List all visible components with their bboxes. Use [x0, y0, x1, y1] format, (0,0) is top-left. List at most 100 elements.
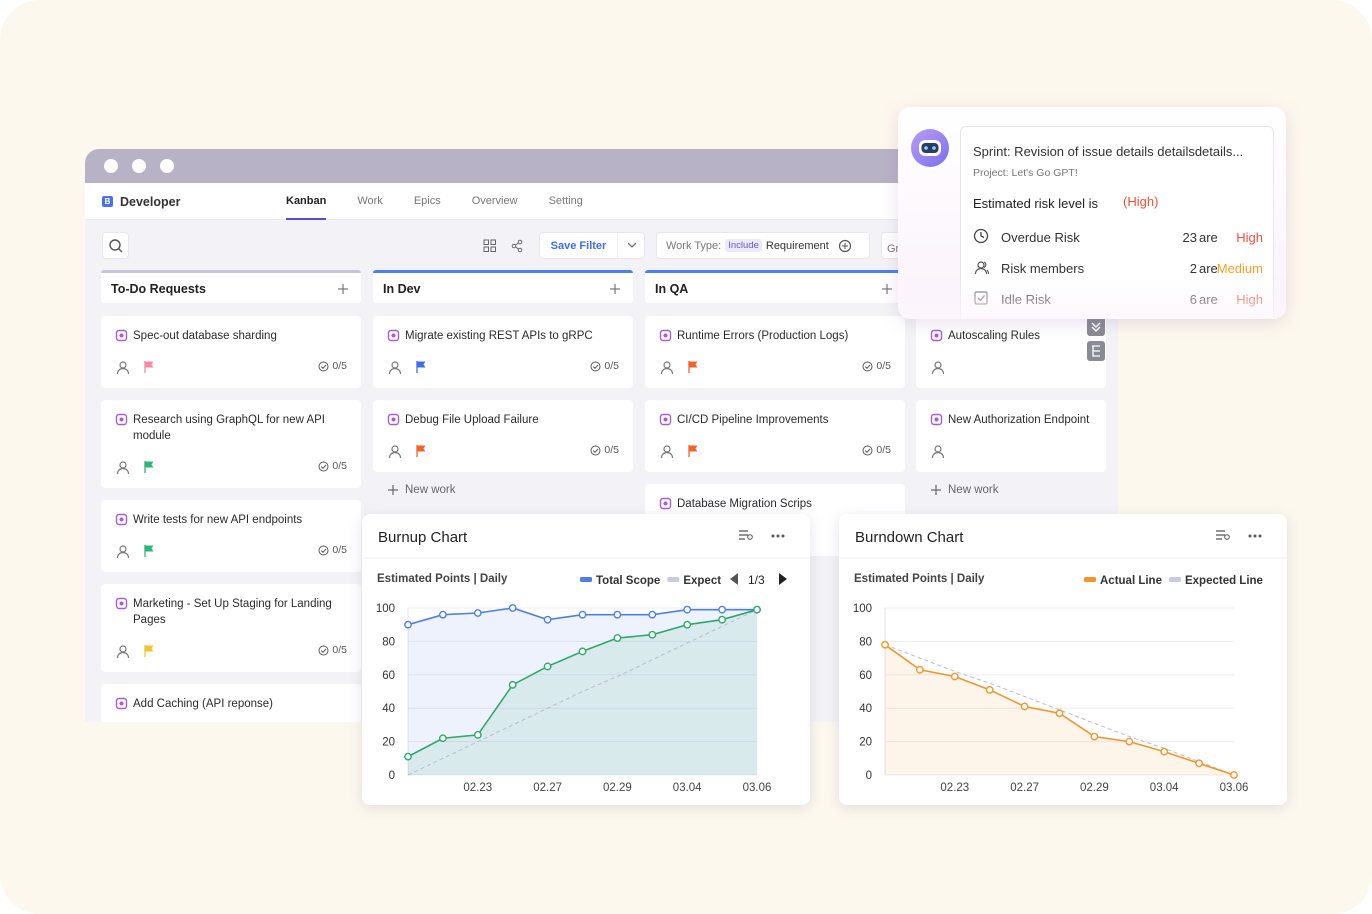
progress-count: 0/5: [332, 544, 347, 556]
card-type-icon: [930, 329, 943, 342]
legend-swatch: [1084, 577, 1096, 582]
data-point: [1125, 737, 1134, 746]
assignee-icon: [931, 445, 945, 459]
ai-assistant-popup: Sprint: Revision of issue details detail…: [898, 107, 1286, 319]
priority-flag: [144, 545, 154, 557]
work-card[interactable]: CI/CD Pipeline Improvements 0/5: [645, 400, 905, 472]
side-tools[interactable]: [1086, 316, 1106, 362]
data-point: [473, 731, 482, 739]
tab[interactable]: Epics: [413, 195, 441, 207]
card-footer: [930, 442, 1092, 460]
risk-name: Overdue Risk: [1001, 230, 1080, 245]
progress: 0/5: [590, 444, 619, 456]
progress: 0/5: [318, 460, 347, 472]
tab[interactable]: Overview: [471, 195, 518, 207]
card-type-icon: [387, 329, 400, 342]
work-card[interactable]: Spec-out database sharding 0/5: [101, 316, 361, 388]
chart-title: Burnup Chart: [378, 529, 468, 546]
work-card[interactable]: Migrate existing REST APIs to gRPC 0/5: [373, 316, 633, 388]
work-card[interactable]: Write tests for new API endpoints 0/5: [101, 500, 361, 572]
check-icon: [318, 461, 329, 471]
card-footer: 0/5: [115, 542, 347, 560]
x-tick-label: 03.06: [743, 782, 772, 794]
work-card[interactable]: Marketing - Set Up Staging for Landing P…: [101, 584, 361, 672]
progress-count: 0/5: [332, 460, 347, 472]
y-tick-label: 0: [389, 770, 395, 782]
work-card[interactable]: Debug File Upload Failure 0/5: [373, 400, 633, 472]
add-card-button: [338, 284, 348, 294]
filter-chip[interactable]: Work Type: Include Requirement: [656, 232, 870, 259]
card-list: Spec-out database sharding 0/5 Research us…: [101, 316, 361, 722]
window-dot[interactable]: [132, 159, 146, 173]
window-dot[interactable]: [160, 159, 174, 173]
work-card[interactable]: Runtime Errors (Production Logs) 0/5: [645, 316, 905, 388]
card-list: Autoscaling Rules New Authorization Endpo…: [916, 316, 1106, 472]
legend-label: Expected Line: [683, 575, 761, 587]
data-point: [718, 605, 726, 614]
data-point: [508, 604, 517, 612]
progress: 0/5: [862, 444, 891, 456]
card-title-row: Research using GraphQL for new API modul…: [115, 412, 335, 444]
data-point: [404, 752, 412, 761]
work-card[interactable]: Research using GraphQL for new API modul…: [101, 400, 361, 488]
new-work-button[interactable]: New work: [373, 482, 633, 498]
card-title: New Authorization Endpoint fo: [948, 414, 1092, 426]
project-name[interactable]: Developer: [120, 195, 181, 209]
tab[interactable]: Setting: [548, 195, 583, 207]
data-point: [881, 640, 889, 649]
check-icon: [318, 545, 329, 555]
card-footer: 0/5: [115, 458, 347, 476]
assistant-avatar: [911, 129, 949, 167]
legend: Actual Line Expected Line: [1084, 575, 1263, 587]
priority-flag: [416, 361, 426, 373]
work-card[interactable]: Add Caching (API reponse): [101, 684, 361, 722]
tab[interactable]: Kanban: [286, 183, 327, 220]
tabs: Kanban Work Epics Overview Setting: [286, 183, 583, 220]
card-title-row: Add Caching (API reponse): [115, 696, 335, 712]
new-work-label: New work: [405, 484, 456, 496]
risk-count: 23: [1182, 230, 1197, 245]
group-label: Gr: [887, 243, 900, 255]
card-title-row: Spec-out database sharding: [115, 328, 335, 344]
chart-menu[interactable]: [739, 530, 785, 540]
plus-icon: [388, 485, 398, 495]
legend-label: Expected Line: [1185, 575, 1263, 587]
chart-subtitle: Estimated Points | Daily: [854, 573, 985, 585]
assignee-icon: [116, 461, 130, 475]
filter-value: Requirement: [765, 239, 829, 252]
x-tick-label: 03.04: [673, 782, 702, 794]
line: [407, 609, 758, 776]
card-type-icon: [930, 413, 943, 426]
pager[interactable]: [730, 573, 787, 585]
y-tick-label: 80: [859, 636, 872, 648]
card-footer: 0/5: [659, 442, 891, 460]
chart-menu[interactable]: [1216, 530, 1262, 540]
data-point: [648, 630, 657, 639]
save-filter-button[interactable]: Save Filter: [539, 232, 645, 259]
view-icons[interactable]: [482, 238, 532, 254]
risk-level: Medium: [1216, 261, 1263, 276]
filter-label: Work Type:: [666, 239, 722, 252]
data-point: [508, 680, 517, 689]
data-point: [1055, 709, 1064, 718]
search-button[interactable]: [102, 232, 129, 259]
card-title-row: New Authorization Endpoint fo: [930, 412, 1092, 428]
data-point: [543, 662, 552, 671]
work-card[interactable]: Autoscaling Rules: [916, 316, 1106, 388]
data-point: [950, 672, 959, 681]
check-icon: [862, 361, 873, 371]
add-card-button: [610, 284, 620, 294]
y-tick-label: 100: [853, 603, 872, 615]
work-card[interactable]: New Authorization Endpoint fo: [916, 400, 1106, 472]
data-point: [753, 605, 761, 614]
x-tick-label: 02.27: [1010, 782, 1039, 794]
tab[interactable]: Work: [357, 195, 383, 207]
risk-unit: are: [1199, 261, 1218, 276]
card-type-icon: [115, 513, 128, 526]
chart-subtitle: Estimated Points | Daily: [377, 573, 508, 585]
dropdown-icon: [617, 233, 637, 258]
progress-count: 0/5: [604, 444, 619, 456]
new-work-button[interactable]: New work: [916, 482, 1106, 498]
data-point: [718, 615, 726, 624]
window-dot[interactable]: [104, 159, 118, 173]
